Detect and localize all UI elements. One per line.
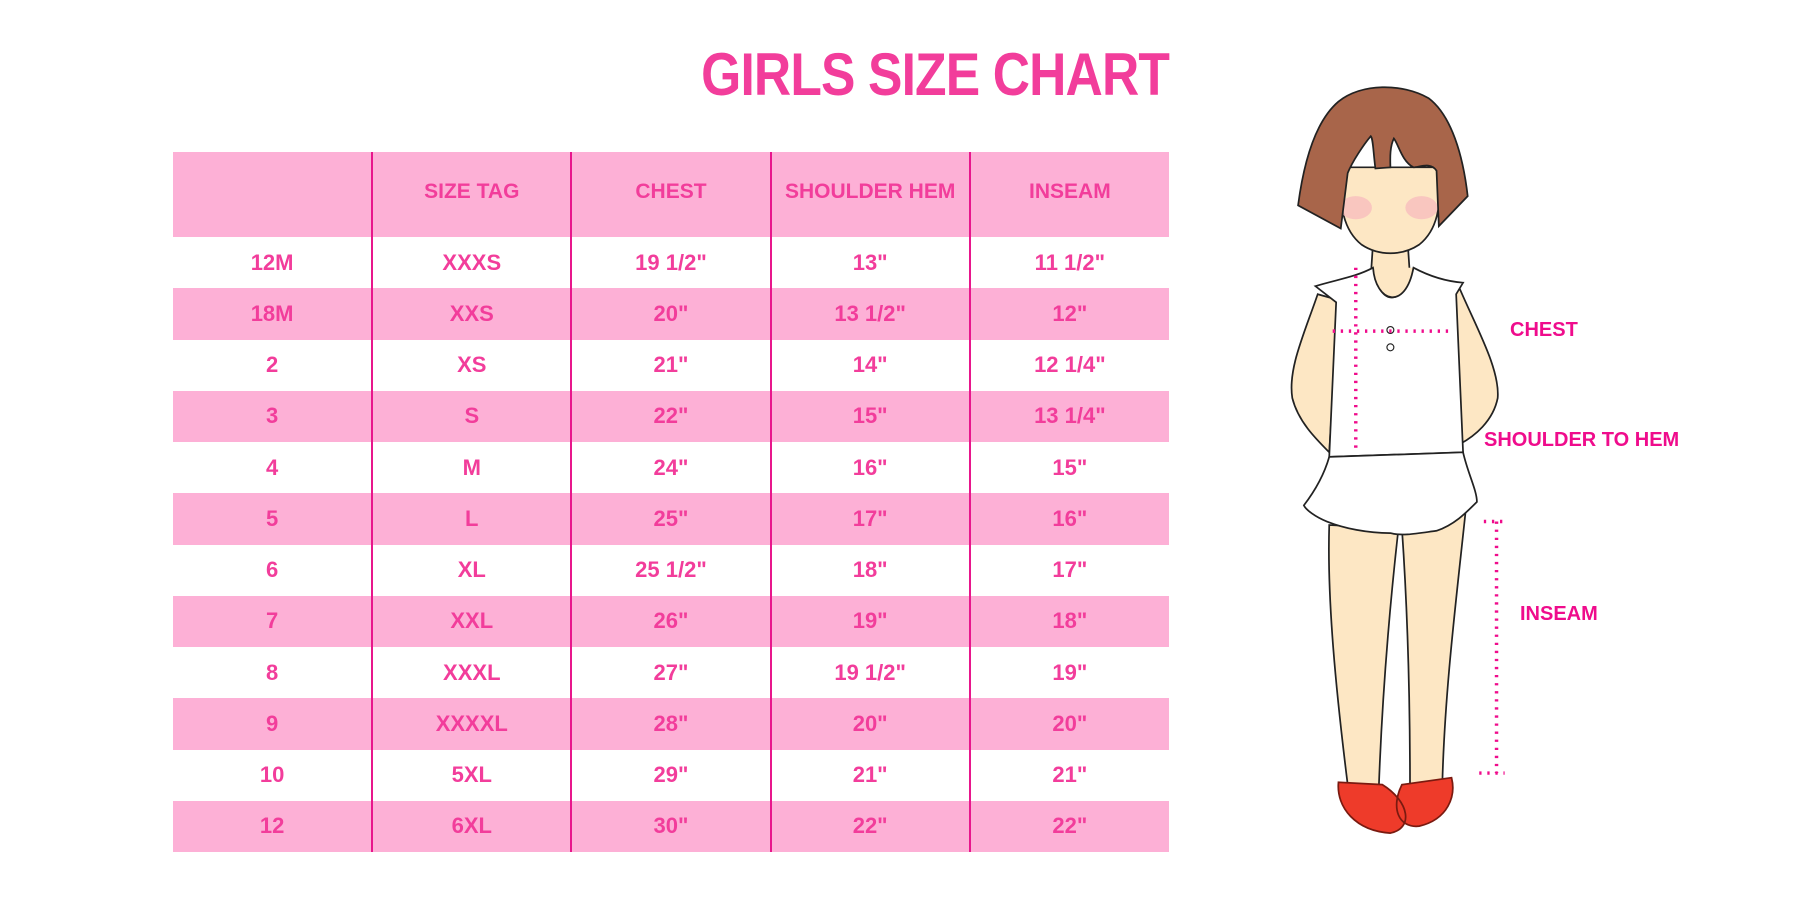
cell-inseam: 12 1/4" [968, 339, 1169, 391]
header-size-tag: SIZE TAG [371, 152, 572, 237]
table-row: 8 XXXL 27" 19 1/2" 19" [173, 647, 1169, 699]
legs [1328, 512, 1467, 788]
table-row: 3 S 22" 15" 13 1/4" [173, 390, 1169, 442]
left-arm [1290, 293, 1340, 455]
cell-inseam: 11 1/2" [968, 237, 1169, 289]
table-row: 6 XL 25 1/2" 18" 17" [173, 544, 1169, 596]
right-arm [1450, 287, 1499, 446]
cell-chest: 22" [570, 390, 771, 442]
cell-shoulder-hem: 13 1/2" [769, 288, 970, 340]
table-row: 10 5XL 29" 21" 21" [173, 749, 1169, 801]
cell-inseam: 15" [968, 442, 1169, 494]
size-table: SIZE TAG CHEST SHOULDER HEM INSEAM 12M XX… [173, 152, 1169, 852]
cell-shoulder-hem: 20" [769, 698, 970, 750]
header-shoulder-hem: SHOULDER HEM [769, 152, 970, 237]
table-row: 2 XS 21" 14" 12 1/4" [173, 339, 1169, 391]
cell-size-tag: S [371, 390, 572, 442]
cell-chest: 27" [570, 647, 771, 699]
cell-inseam: 18" [968, 595, 1169, 647]
cell-shoulder-hem: 17" [769, 493, 970, 545]
shoulder-to-hem-label: SHOULDER TO HEM [1484, 429, 1680, 451]
cell-inseam: 20" [968, 698, 1169, 750]
table-row: 5 L 25" 17" 16" [173, 493, 1169, 545]
cell-inseam: 13 1/4" [968, 390, 1169, 442]
cell-shoulder-hem: 19" [769, 595, 970, 647]
page-title: GIRLS SIZE CHART [701, 41, 1170, 108]
table-row: 12 6XL 30" 22" 22" [173, 800, 1169, 852]
hair [1297, 86, 1469, 230]
cell-shoulder-hem: 14" [769, 339, 970, 391]
cell-chest: 25 1/2" [570, 544, 771, 596]
cell-chest: 21" [570, 339, 771, 391]
cell-inseam: 12" [968, 288, 1169, 340]
table-row: 12M XXXS 19 1/2" 13" 11 1/2" [173, 237, 1169, 289]
table-row: 7 XXL 26" 19" 18" [173, 595, 1169, 647]
cell-size-tag: XXXXL [371, 698, 572, 750]
table-row: 9 XXXXL 28" 20" 20" [173, 698, 1169, 750]
cell-shoulder-hem: 22" [769, 800, 970, 852]
inseam-label: INSEAM [1520, 603, 1598, 625]
cell-age: 3 [173, 390, 373, 442]
cell-inseam: 19" [968, 647, 1169, 699]
cell-size-tag: M [371, 442, 572, 494]
cell-age: 10 [259, 762, 285, 788]
cell-shoulder-hem: 21" [769, 749, 970, 801]
table-row: 4 M 24" 16" 15" [173, 442, 1169, 494]
cell-chest: 20" [570, 288, 771, 340]
cell-age: 9 [173, 698, 373, 750]
cell-age: 6 [265, 557, 279, 583]
cell-chest: 28" [570, 698, 771, 750]
table-row: 18M XXS 20" 13 1/2" 12" [173, 288, 1169, 340]
cell-age: 7 [173, 595, 373, 647]
cell-age: 5 [173, 493, 373, 545]
cell-size-tag: 5XL [371, 749, 572, 801]
cell-chest: 19 1/2" [570, 237, 771, 289]
chest-label: CHEST [1510, 319, 1578, 341]
cell-shoulder-hem: 16" [769, 442, 970, 494]
cell-shoulder-hem: 13" [769, 237, 970, 289]
cell-age: 4 [265, 454, 279, 480]
cell-size-tag: XXL [371, 595, 572, 647]
cell-size-tag: XXXL [371, 647, 572, 699]
cell-size-tag: L [371, 493, 572, 545]
cell-size-tag: XS [371, 339, 572, 391]
cell-inseam: 17" [968, 544, 1169, 596]
cell-size-tag: XXXS [371, 237, 572, 289]
shoes [1337, 776, 1454, 834]
cell-inseam: 16" [968, 493, 1169, 545]
cell-age: 2 [265, 352, 279, 378]
header-inseam: INSEAM [968, 152, 1169, 237]
dress-top [1313, 266, 1465, 458]
cell-age: 18M [173, 288, 373, 340]
cell-size-tag: XXS [371, 288, 572, 340]
cell-chest: 24" [570, 442, 771, 494]
cell-chest: 25" [570, 493, 771, 545]
header-age [173, 152, 373, 237]
cell-chest: 29" [570, 749, 771, 801]
skirt [1302, 451, 1478, 536]
cell-size-tag: XL [371, 544, 572, 596]
cell-inseam: 21" [968, 749, 1169, 801]
header-chest: CHEST [570, 152, 771, 237]
cell-shoulder-hem: 18" [769, 544, 970, 596]
cell-age: 12 [173, 800, 373, 852]
cell-age: 12M [250, 249, 294, 275]
face [1339, 166, 1441, 255]
cell-shoulder-hem: 19 1/2" [769, 647, 970, 699]
cell-chest: 30" [570, 800, 771, 852]
cell-age: 8 [265, 659, 279, 685]
cell-inseam: 22" [968, 800, 1169, 852]
cell-chest: 26" [570, 595, 771, 647]
cell-shoulder-hem: 15" [769, 390, 970, 442]
cell-size-tag: 6XL [371, 800, 572, 852]
table-header-row: SIZE TAG CHEST SHOULDER HEM INSEAM [173, 152, 1169, 237]
